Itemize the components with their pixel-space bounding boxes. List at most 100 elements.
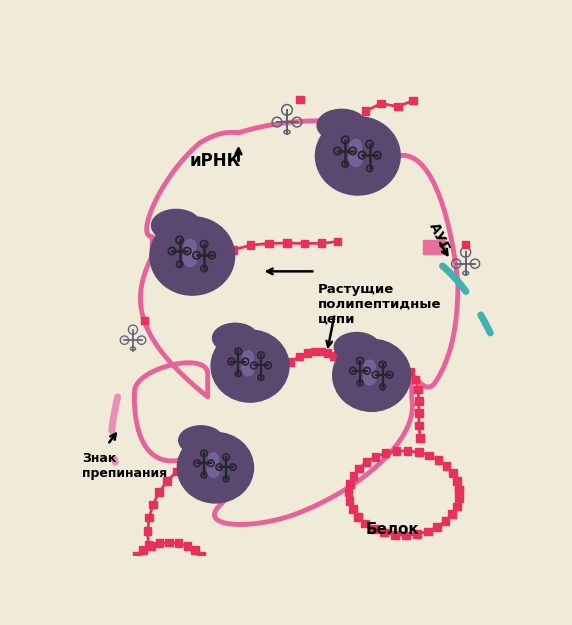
FancyBboxPatch shape bbox=[135, 586, 142, 594]
FancyBboxPatch shape bbox=[311, 348, 319, 356]
FancyBboxPatch shape bbox=[426, 451, 433, 459]
FancyBboxPatch shape bbox=[324, 349, 331, 357]
FancyBboxPatch shape bbox=[415, 397, 423, 404]
FancyBboxPatch shape bbox=[377, 99, 385, 107]
FancyBboxPatch shape bbox=[434, 523, 441, 531]
FancyBboxPatch shape bbox=[354, 513, 362, 521]
Ellipse shape bbox=[150, 217, 235, 295]
FancyBboxPatch shape bbox=[169, 597, 176, 604]
FancyBboxPatch shape bbox=[133, 552, 141, 559]
Ellipse shape bbox=[350, 139, 362, 154]
FancyBboxPatch shape bbox=[410, 96, 417, 104]
Text: АУГ: АУГ bbox=[427, 220, 452, 253]
FancyBboxPatch shape bbox=[186, 592, 194, 600]
FancyBboxPatch shape bbox=[448, 511, 456, 518]
FancyBboxPatch shape bbox=[415, 409, 423, 417]
FancyBboxPatch shape bbox=[159, 597, 167, 604]
FancyBboxPatch shape bbox=[338, 356, 346, 364]
FancyBboxPatch shape bbox=[178, 596, 185, 603]
FancyBboxPatch shape bbox=[144, 528, 152, 535]
Ellipse shape bbox=[208, 462, 220, 478]
FancyBboxPatch shape bbox=[404, 447, 411, 455]
Ellipse shape bbox=[184, 239, 196, 254]
FancyBboxPatch shape bbox=[145, 514, 153, 521]
FancyBboxPatch shape bbox=[455, 494, 463, 502]
FancyBboxPatch shape bbox=[199, 582, 207, 589]
Ellipse shape bbox=[208, 453, 219, 466]
FancyBboxPatch shape bbox=[333, 238, 341, 246]
FancyBboxPatch shape bbox=[150, 594, 158, 602]
FancyBboxPatch shape bbox=[402, 532, 410, 539]
FancyBboxPatch shape bbox=[372, 453, 379, 461]
FancyBboxPatch shape bbox=[416, 434, 424, 442]
FancyBboxPatch shape bbox=[202, 558, 209, 566]
Ellipse shape bbox=[177, 432, 253, 503]
Ellipse shape bbox=[152, 209, 201, 241]
FancyBboxPatch shape bbox=[301, 239, 308, 248]
FancyBboxPatch shape bbox=[173, 468, 181, 476]
Ellipse shape bbox=[317, 109, 367, 141]
FancyBboxPatch shape bbox=[204, 568, 212, 576]
FancyBboxPatch shape bbox=[414, 386, 422, 393]
FancyBboxPatch shape bbox=[194, 588, 201, 595]
FancyBboxPatch shape bbox=[392, 448, 400, 455]
FancyBboxPatch shape bbox=[382, 449, 390, 457]
Text: Растущие
полипептидные
цепи: Растущие полипептидные цепи bbox=[318, 283, 441, 326]
FancyBboxPatch shape bbox=[296, 96, 304, 104]
FancyBboxPatch shape bbox=[442, 518, 450, 525]
FancyBboxPatch shape bbox=[435, 456, 442, 464]
FancyBboxPatch shape bbox=[283, 239, 291, 247]
FancyBboxPatch shape bbox=[370, 525, 378, 532]
FancyBboxPatch shape bbox=[415, 448, 423, 456]
Ellipse shape bbox=[243, 351, 253, 364]
FancyBboxPatch shape bbox=[394, 102, 402, 111]
FancyBboxPatch shape bbox=[424, 528, 432, 535]
FancyBboxPatch shape bbox=[349, 506, 356, 513]
FancyBboxPatch shape bbox=[265, 239, 272, 248]
Ellipse shape bbox=[178, 426, 223, 454]
FancyBboxPatch shape bbox=[145, 541, 152, 549]
Ellipse shape bbox=[242, 360, 255, 376]
FancyBboxPatch shape bbox=[455, 486, 463, 493]
FancyBboxPatch shape bbox=[412, 376, 419, 383]
Ellipse shape bbox=[211, 330, 289, 402]
FancyBboxPatch shape bbox=[184, 542, 191, 550]
FancyBboxPatch shape bbox=[127, 566, 134, 573]
FancyBboxPatch shape bbox=[362, 519, 369, 528]
FancyBboxPatch shape bbox=[163, 478, 171, 485]
Ellipse shape bbox=[364, 369, 376, 385]
Text: Белок: Белок bbox=[366, 522, 419, 537]
FancyBboxPatch shape bbox=[286, 358, 294, 366]
Ellipse shape bbox=[213, 323, 258, 352]
FancyBboxPatch shape bbox=[128, 572, 135, 581]
Ellipse shape bbox=[334, 332, 380, 362]
FancyBboxPatch shape bbox=[453, 477, 461, 485]
FancyBboxPatch shape bbox=[197, 552, 205, 559]
FancyBboxPatch shape bbox=[229, 246, 237, 254]
FancyBboxPatch shape bbox=[346, 480, 353, 488]
Ellipse shape bbox=[184, 249, 197, 266]
FancyBboxPatch shape bbox=[331, 352, 338, 360]
Ellipse shape bbox=[349, 149, 363, 166]
FancyBboxPatch shape bbox=[155, 488, 163, 496]
FancyBboxPatch shape bbox=[391, 531, 399, 539]
FancyBboxPatch shape bbox=[204, 565, 212, 573]
Text: Знак
препинания: Знак препинания bbox=[82, 452, 167, 480]
FancyBboxPatch shape bbox=[345, 498, 353, 505]
FancyBboxPatch shape bbox=[247, 241, 255, 249]
FancyBboxPatch shape bbox=[362, 107, 370, 115]
FancyBboxPatch shape bbox=[191, 546, 199, 554]
Text: иРНК: иРНК bbox=[190, 152, 241, 170]
FancyBboxPatch shape bbox=[414, 531, 421, 538]
FancyBboxPatch shape bbox=[415, 422, 423, 429]
FancyBboxPatch shape bbox=[174, 539, 182, 547]
FancyBboxPatch shape bbox=[355, 464, 363, 472]
Ellipse shape bbox=[333, 339, 411, 411]
FancyBboxPatch shape bbox=[130, 579, 138, 587]
FancyBboxPatch shape bbox=[453, 503, 460, 510]
FancyBboxPatch shape bbox=[296, 352, 303, 361]
Ellipse shape bbox=[364, 360, 375, 373]
FancyBboxPatch shape bbox=[406, 368, 414, 375]
FancyBboxPatch shape bbox=[345, 489, 352, 496]
FancyBboxPatch shape bbox=[142, 591, 149, 599]
